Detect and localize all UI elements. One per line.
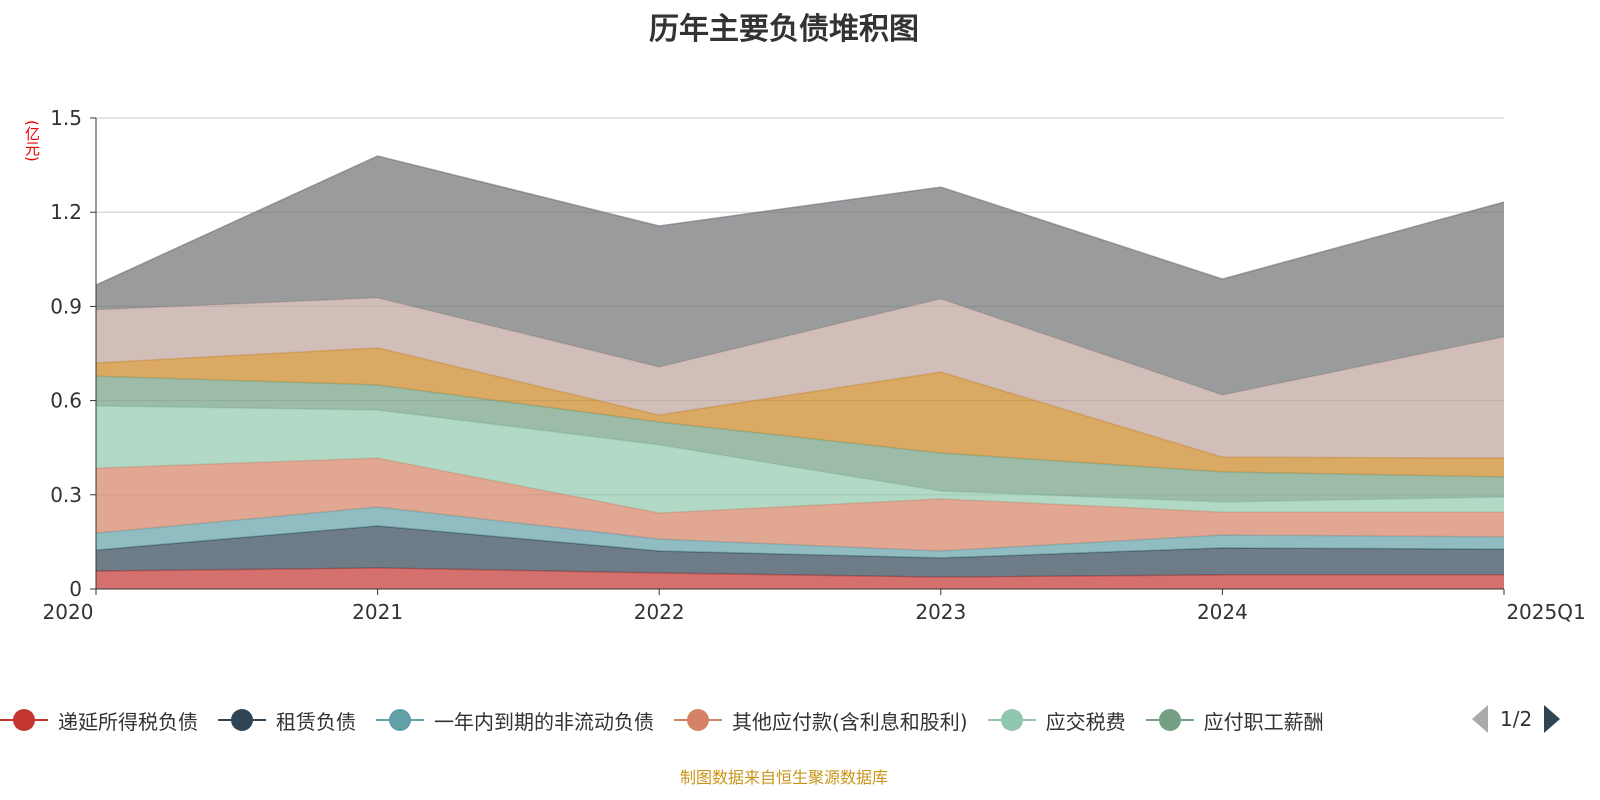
y-axis-unit: (亿元) — [23, 120, 41, 162]
y-tick-label: 0.6 — [50, 389, 82, 413]
legend-label: 递延所得税负债 — [58, 709, 198, 734]
data-source-note: 制图数据来自恒生聚源数据库 — [679, 768, 888, 787]
area-series-3 — [96, 458, 1504, 552]
x-tick-label: 2022 — [634, 600, 685, 624]
y-tick-label: 1.5 — [50, 106, 82, 130]
legend-item[interactable]: 递延所得税负债 — [0, 706, 198, 735]
x-tick-label: 2020 — [43, 600, 94, 624]
area-series-0 — [96, 567, 1504, 589]
legend-page-indicator: 1/2 — [1500, 707, 1533, 731]
x-tick-label: 2023 — [915, 600, 966, 624]
legend-label: 一年内到期的非流动负债 — [434, 709, 654, 734]
x-tick-label: 2024 — [1197, 600, 1248, 624]
y-tick-label: 0 — [69, 577, 82, 601]
x-tick-label: 2021 — [352, 600, 403, 624]
legend-pager: 1/2 — [1472, 705, 1561, 733]
area-series-2 — [96, 507, 1504, 558]
legend-next-page-icon[interactable] — [1544, 705, 1561, 733]
area-series-8 — [96, 155, 1504, 395]
area-series-1 — [96, 525, 1504, 578]
legend-item[interactable]: 租赁负债 — [218, 706, 356, 735]
legend-item[interactable]: 应交税费 — [987, 706, 1126, 735]
legend-marker-icon — [218, 708, 266, 732]
legend-label: 应交税费 — [1045, 709, 1126, 734]
area-line-8 — [95, 155, 1505, 286]
legend-marker-icon — [987, 708, 1036, 732]
chart-title: 历年主要负债堆积图 — [649, 12, 919, 47]
y-tick-label: 0.3 — [50, 483, 82, 507]
area-series-7 — [96, 297, 1504, 459]
area-series-5 — [96, 376, 1504, 503]
legend-prev-page-icon[interactable] — [1472, 705, 1488, 733]
legend-marker-icon — [674, 708, 722, 732]
x-tick-label: 2025Q1 — [1506, 600, 1585, 624]
legend-item[interactable]: 一年内到期的非流动负债 — [376, 706, 654, 735]
legend-label: 其他应付款(含利息和股利) — [732, 709, 968, 734]
legend-marker-icon — [0, 708, 48, 732]
legend-item[interactable]: 其他应付款(含利息和股利) — [674, 706, 968, 735]
legend-marker-icon — [1145, 708, 1194, 732]
y-tick-label: 0.9 — [50, 294, 82, 318]
legend: 递延所得税负债 租赁负债 一年内到期的非流动负债 其他应付款(含利息和股利) 应交税费 应… — [0, 700, 1460, 740]
area-series-6 — [96, 347, 1504, 477]
y-tick-label: 1.2 — [50, 200, 82, 224]
legend-item[interactable]: 应付职工薪酬 — [1145, 706, 1324, 735]
legend-label: 租赁负债 — [276, 709, 356, 734]
area-series-4 — [96, 405, 1504, 514]
legend-label: 应付职工薪酬 — [1203, 709, 1324, 734]
legend-marker-icon — [376, 708, 424, 732]
